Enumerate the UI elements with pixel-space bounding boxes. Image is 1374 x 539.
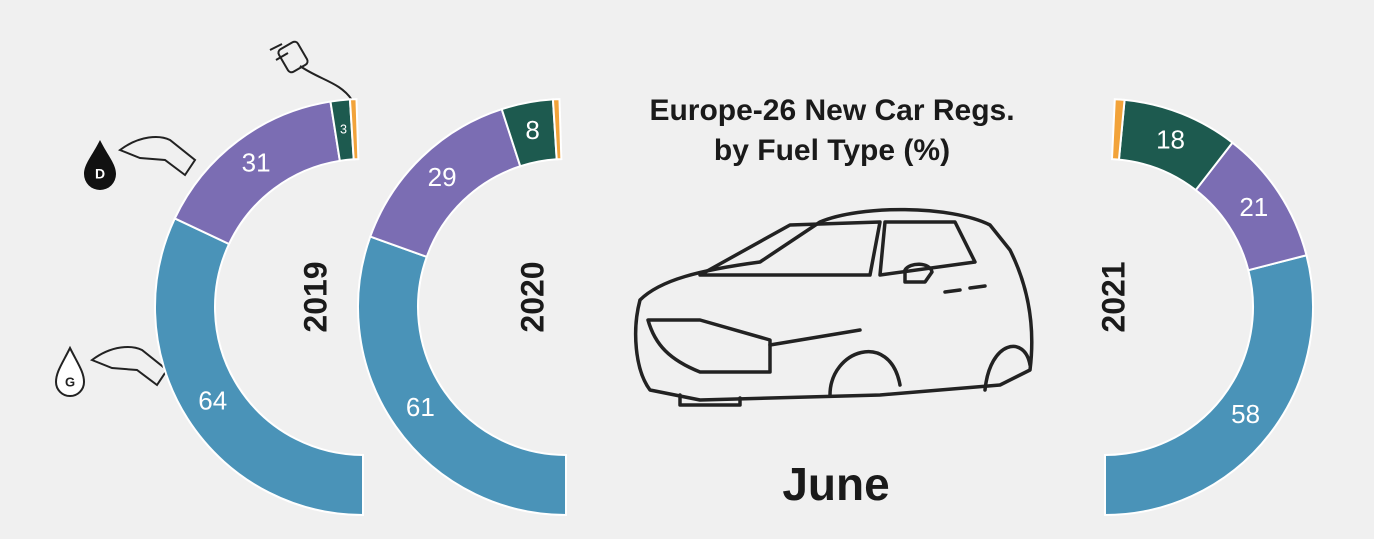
value-label: 18 xyxy=(1156,124,1185,154)
value-label: 8 xyxy=(525,115,539,145)
year-label: 2020 xyxy=(514,261,550,332)
value-label: 58 xyxy=(1231,399,1260,429)
year-label: 2019 xyxy=(297,261,333,332)
month-label: June xyxy=(782,458,889,510)
value-label: 3 xyxy=(340,122,347,136)
value-label: 31 xyxy=(242,148,271,178)
title-line: Europe-26 New Car Regs. xyxy=(649,94,1014,127)
infographic: Europe-26 New Car Regs. by Fuel Type (%)… xyxy=(0,0,1374,539)
icon-letter: G xyxy=(65,374,75,389)
year-label: 2021 xyxy=(1095,261,1131,332)
value-label: 21 xyxy=(1239,192,1268,222)
icon-letter: D xyxy=(95,166,105,182)
title-line: by Fuel Type (%) xyxy=(714,134,950,167)
value-label: 64 xyxy=(198,385,227,415)
value-label: 61 xyxy=(406,392,435,422)
value-label: 29 xyxy=(428,162,457,192)
page: Europe-26 New Car Regs. by Fuel Type (%)… xyxy=(0,0,1374,539)
